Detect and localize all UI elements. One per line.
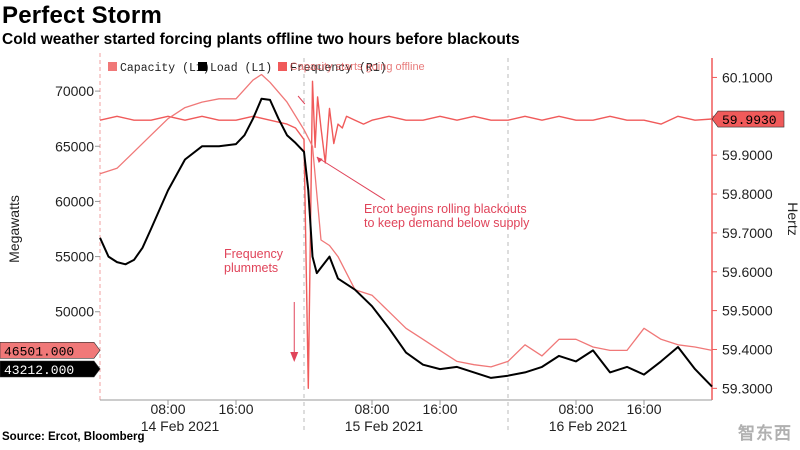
- x-date-label: 16 Feb 2021: [549, 418, 628, 434]
- x-tick-label: 16:00: [218, 401, 253, 417]
- annotation-ercot-leader: [316, 156, 386, 201]
- left-tick-label: 65000: [55, 138, 94, 154]
- annotation-frequency-arrowhead: [290, 352, 299, 362]
- last-value-badges: 46501.000 43212.000 59.9930: [0, 110, 785, 378]
- right-tick-label: 59.5000: [722, 303, 773, 319]
- watermark-logo: 智东西: [738, 424, 792, 443]
- left-tick-label: 55000: [55, 249, 94, 265]
- capacity-last-value-badge-shape: [0, 342, 101, 359]
- x-tick-label: 16:00: [626, 401, 661, 417]
- right-tick-label: 59.4000: [722, 341, 773, 357]
- x-date-label: 15 Feb 2021: [345, 418, 424, 434]
- chart-title: Perfect Storm: [2, 2, 162, 29]
- right-tick-label: 59.8000: [722, 186, 773, 202]
- capacity-last-value-badge-text: 46501.000: [4, 344, 74, 359]
- x-tick-label: 08:00: [558, 401, 593, 417]
- chart-axes: 45000500005500060000650007000059.300059.…: [6, 53, 800, 434]
- annotation-ercot-arrowhead: [316, 157, 323, 163]
- y-axis-right-label: Hertz: [785, 202, 800, 235]
- annotation-ercot-line1: Ercot begins rolling blackouts: [364, 202, 527, 216]
- chart-source: Source: Ercot, Bloomberg: [2, 431, 145, 443]
- x-tick-label: 08:00: [354, 401, 389, 417]
- annotation-capacity-arrow: [297, 95, 306, 105]
- annotation-frequency-line2: plummets: [224, 261, 278, 275]
- legend-swatch: [108, 62, 117, 71]
- capacity-series-line: [99, 73, 713, 368]
- chart-subtitle: Cold weather started forcing plants offl…: [2, 31, 520, 48]
- legend-label: Capacity (L1): [120, 62, 210, 75]
- legend-swatch: [198, 62, 207, 71]
- x-tick-label: 08:00: [150, 401, 185, 417]
- right-tick-label: 59.7000: [722, 225, 773, 241]
- load-series-line: [99, 97, 713, 388]
- right-tick-label: 59.3000: [722, 380, 773, 396]
- chart-annotations: Capacity starts going offline Ercot begin…: [224, 61, 530, 362]
- left-tick-label: 70000: [55, 83, 94, 99]
- load-last-value-badge-text: 43212.000: [4, 363, 74, 378]
- legend-label: Frequency (R1): [290, 62, 387, 75]
- left-tick-label: 60000: [55, 193, 94, 209]
- annotation-frequency-line1: Frequency: [224, 247, 284, 261]
- right-tick-label: 59.6000: [722, 264, 773, 280]
- right-tick-label: 60.1000: [722, 69, 773, 85]
- series-layer: [99, 73, 713, 389]
- load-last-value-badge-shape: [0, 360, 101, 378]
- legend-label: Load (L1): [210, 62, 272, 75]
- chart-legend: Capacity (L1) Load (L1) Frequency (R1): [108, 62, 387, 75]
- y-axis-left-label: Megawatts: [6, 195, 22, 263]
- right-tick-label: 59.9000: [722, 147, 773, 163]
- left-tick-label: 50000: [55, 304, 94, 320]
- annotation-ercot-line2: to keep demand below supply: [364, 216, 530, 230]
- legend-swatch: [278, 62, 287, 71]
- frequency-last-value-badge-shape: [711, 110, 785, 128]
- annotation-capacity-offline: Capacity starts going offline: [290, 61, 425, 73]
- x-date-label: 14 Feb 2021: [141, 418, 220, 434]
- frequency-series-line: [99, 80, 713, 389]
- x-tick-label: 16:00: [422, 401, 457, 417]
- frequency-last-value-badge-text: 59.9930: [722, 113, 777, 128]
